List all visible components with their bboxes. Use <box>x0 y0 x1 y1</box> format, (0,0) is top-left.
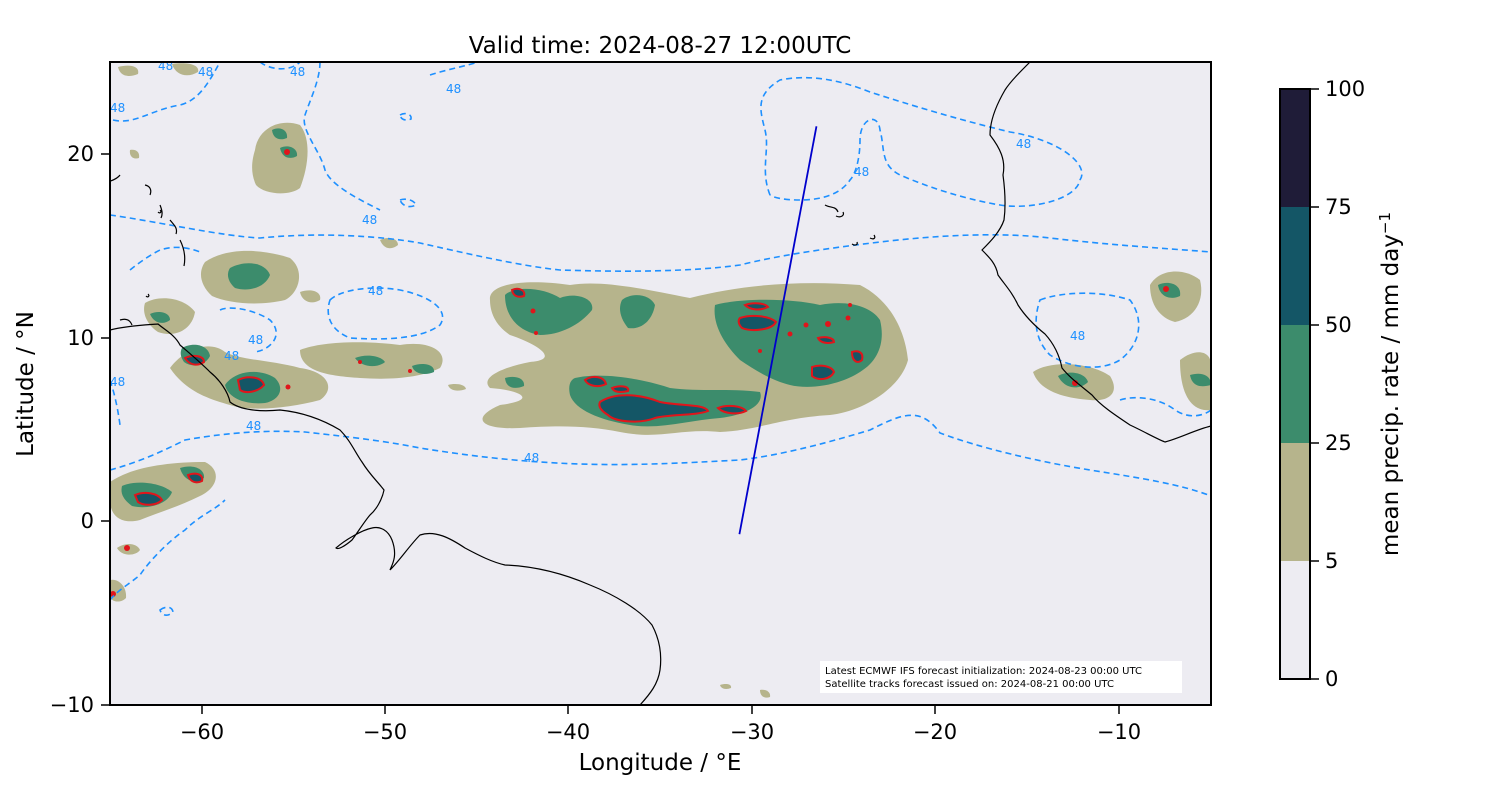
x-axis <box>201 705 1120 714</box>
y-axis <box>101 153 110 706</box>
colorbar-band <box>1280 443 1310 561</box>
y-tick-label: 0 <box>81 509 94 533</box>
colorbar: 0 5 25 50 75 100 mean precip. rate / mm … <box>1279 77 1404 691</box>
colorbar-tick-label: 5 <box>1325 549 1338 573</box>
contour-label: 48 <box>1070 329 1085 343</box>
coastline-south-america <box>110 323 662 705</box>
x-tick-labels: −60 −50 −40 −30 −20 −10 <box>180 720 1141 744</box>
x-tick-label: −20 <box>913 720 957 744</box>
colorbar-tick-label: 0 <box>1325 667 1338 691</box>
contour-label: 48 <box>158 59 173 73</box>
contour-label: 48 <box>110 375 125 389</box>
colorbar-tick-label: 100 <box>1325 77 1365 101</box>
colorbar-band <box>1280 325 1310 443</box>
coastline-caribbean-islands <box>110 174 876 326</box>
satellite-issued-note: Satellite tracks forecast issued on: 202… <box>825 679 1114 690</box>
colorbar-band <box>1280 207 1310 325</box>
coastlines <box>110 62 1211 705</box>
contour-48-lines <box>110 62 1211 616</box>
precip-maxima-markers <box>110 149 1169 597</box>
contour-label: 48 <box>224 349 239 363</box>
forecast-init-note: Latest ECMWF IFS forecast initialization… <box>825 666 1142 677</box>
colorbar-tick-label: 75 <box>1325 195 1352 219</box>
y-axis-label: Latitude / °N <box>13 311 39 457</box>
contour-label: 48 <box>290 65 305 79</box>
contour-48-labels: 48 48 48 48 48 48 48 48 48 48 48 48 48 4… <box>110 59 1085 465</box>
colorbar-tick-label: 50 <box>1325 313 1352 337</box>
x-tick-label: −60 <box>180 720 224 744</box>
y-tick-label: 20 <box>67 142 94 166</box>
y-tick-label: 10 <box>67 326 94 350</box>
map-title: Valid time: 2024-08-27 12:00UTC <box>469 33 852 59</box>
contour-label: 48 <box>198 65 213 79</box>
forecast-info-box: Latest ECMWF IFS forecast initialization… <box>820 661 1182 693</box>
contour-label: 48 <box>362 213 377 227</box>
contour-label: 48 <box>854 165 869 179</box>
x-tick-label: −10 <box>1097 720 1141 744</box>
satellite-track <box>738 126 818 535</box>
colorbar-band <box>1280 89 1310 207</box>
contour-label: 48 <box>524 451 539 465</box>
x-axis-label: Longitude / °E <box>579 750 742 776</box>
precip-heavy-areas <box>133 287 864 506</box>
colorbar-frame <box>1279 88 1311 680</box>
y-tick-labels: 20 10 0 −10 <box>50 142 94 717</box>
contour-label: 48 <box>248 333 263 347</box>
colorbar-label-exponent: −1 <box>1376 212 1394 234</box>
colorbar-tick-label: 25 <box>1325 431 1352 455</box>
contour-label: 48 <box>446 82 461 96</box>
colorbar-label: mean precip. rate / mm day−1 <box>1376 212 1404 556</box>
x-tick-label: −50 <box>363 720 407 744</box>
y-tick-label: −10 <box>50 693 94 717</box>
x-tick-label: −40 <box>546 720 590 744</box>
colorbar-band <box>1280 561 1310 679</box>
contour-label: 48 <box>110 101 125 115</box>
contour-label: 48 <box>1016 137 1031 151</box>
contour-label: 48 <box>368 284 383 298</box>
colorbar-label-text: mean precip. rate / mm day <box>1378 234 1404 556</box>
coastline-africa <box>981 62 1211 443</box>
x-tick-label: −30 <box>730 720 774 744</box>
map-frame <box>109 61 1212 706</box>
contour-label: 48 <box>246 419 261 433</box>
